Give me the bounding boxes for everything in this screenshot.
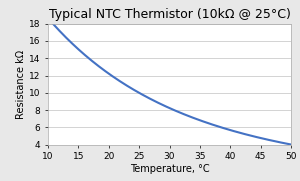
- Y-axis label: Resistance kΩ: Resistance kΩ: [16, 50, 26, 119]
- X-axis label: Temperature, °C: Temperature, °C: [130, 164, 209, 174]
- Title: Typical NTC Thermistor (10kΩ @ 25°C): Typical NTC Thermistor (10kΩ @ 25°C): [49, 8, 290, 21]
